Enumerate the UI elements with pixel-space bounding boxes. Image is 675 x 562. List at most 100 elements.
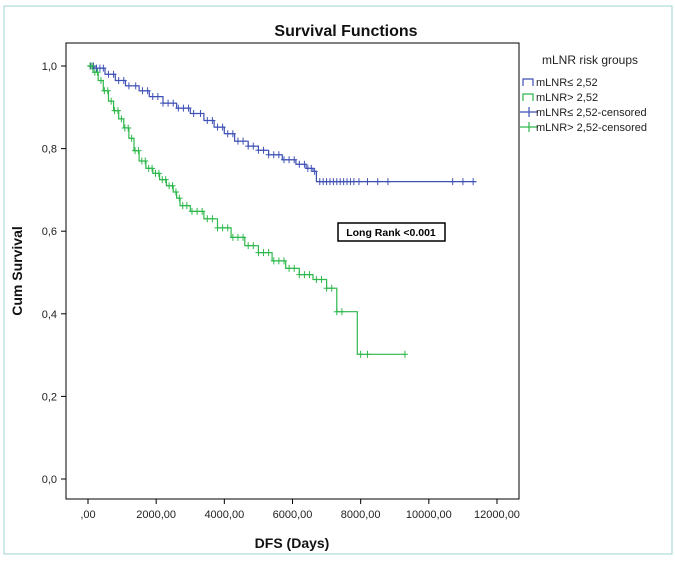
x-tick-label: 4000,00 — [204, 509, 244, 521]
legend-entry-label: mLNR> 2,52 — [536, 92, 598, 104]
censor-mark — [260, 249, 267, 257]
censor-mark — [240, 233, 247, 241]
censor-mark — [234, 233, 241, 241]
censor-mark — [250, 142, 257, 150]
censor-mark — [89, 62, 96, 70]
censor-mark — [110, 70, 117, 78]
x-tick-label: 12000,00 — [474, 509, 520, 521]
censor-mark — [296, 271, 303, 279]
censor-mark — [318, 276, 325, 284]
censor-mark — [280, 257, 287, 265]
x-tick-label: ,00 — [80, 509, 95, 521]
y-tick-label: 0,4 — [42, 309, 57, 321]
censor-mark — [115, 76, 122, 84]
legend-line-swatch — [522, 78, 534, 86]
x-tick-label: 10000,00 — [406, 509, 452, 521]
censor-mark — [175, 104, 182, 112]
censor-mark — [128, 134, 135, 142]
censor-mark — [270, 151, 277, 159]
censor-mark — [333, 308, 340, 316]
censor-mark — [162, 176, 169, 184]
y-tick-label: 0,2 — [42, 391, 57, 403]
censor-mark — [301, 271, 308, 279]
censor-mark — [209, 215, 216, 223]
censor-mark — [323, 284, 330, 292]
censor-mark — [135, 147, 142, 155]
censor-mark — [170, 99, 177, 107]
censor-mark — [199, 207, 206, 215]
censor-mark — [183, 202, 190, 210]
x-tick-label: 2000,00 — [136, 509, 176, 521]
censor-mark — [149, 164, 156, 172]
censor-mark — [229, 130, 236, 138]
censor-mark — [100, 64, 107, 72]
censor-mark — [149, 93, 156, 101]
censor-mark — [280, 156, 287, 164]
censor-mark — [286, 156, 293, 164]
censor-mark — [265, 151, 272, 159]
censor-mark — [250, 242, 257, 250]
censor-mark — [291, 264, 298, 272]
censor-mark — [255, 146, 262, 154]
censor-mark — [214, 123, 221, 131]
censor-mark — [255, 249, 262, 257]
censor-mark — [108, 97, 115, 105]
y-tick-label: 1,0 — [42, 61, 57, 73]
y-tick-label: 0,6 — [42, 226, 57, 238]
legend-line-swatch — [522, 93, 534, 101]
censor-mark — [224, 224, 231, 232]
censor-mark — [470, 178, 477, 186]
censor-mark — [350, 178, 357, 186]
censor-mark — [224, 130, 231, 138]
censor-mark — [313, 276, 320, 284]
censor-mark — [311, 167, 318, 175]
censor-mark — [219, 123, 226, 131]
censor-mark — [165, 99, 172, 107]
censor-mark — [275, 257, 282, 265]
y-axis: 0,0 0,2 0,4 0,6 0,8 1,0 — [42, 61, 66, 486]
censor-mark — [97, 76, 104, 84]
censor-mark — [194, 207, 201, 215]
censor-mark — [180, 104, 187, 112]
legend-title: mLNR risk groups — [542, 53, 638, 67]
censor-mark — [169, 182, 176, 190]
censor-mark — [328, 284, 335, 292]
x-tick-label: 6000,00 — [273, 509, 313, 521]
censor-mark — [159, 99, 166, 107]
censor-mark — [185, 104, 192, 112]
censor-mark — [139, 87, 146, 95]
censor-mark — [296, 160, 303, 168]
annotation-text: Long Rank <0.001 — [346, 227, 436, 239]
censor-mark — [286, 264, 293, 272]
censor-mark — [118, 115, 125, 123]
censor-mark — [338, 308, 345, 316]
censor-mark — [125, 124, 132, 132]
censor-mark — [229, 233, 236, 241]
censor-mark — [374, 178, 381, 186]
censor-mark — [125, 82, 132, 90]
censor-mark — [260, 146, 267, 154]
censor-mark — [301, 160, 308, 168]
censor-mark — [240, 137, 247, 145]
censor-mark — [190, 109, 197, 117]
plot-area — [65, 42, 520, 500]
censor-mark — [364, 350, 371, 358]
censor-mark — [219, 224, 226, 232]
censor-mark — [172, 188, 179, 196]
censor-mark — [114, 107, 121, 115]
legend-entry-label: mLNR> 2,52-censored — [536, 122, 647, 134]
censor-mark — [270, 257, 277, 265]
censor-mark — [204, 117, 211, 125]
censor-mark — [234, 137, 241, 145]
censor-mark — [357, 350, 364, 358]
censor-mark — [94, 68, 101, 76]
censor-mark — [355, 178, 362, 186]
censor-mark — [120, 76, 127, 84]
legend-entry-label: mLNR≤ 2,52-censored — [536, 107, 647, 119]
censor-mark — [155, 169, 162, 177]
censor-mark — [306, 271, 313, 279]
censor-mark — [209, 117, 216, 125]
x-axis-label: DFS (Days) — [255, 535, 330, 551]
censor-mark — [105, 70, 112, 78]
